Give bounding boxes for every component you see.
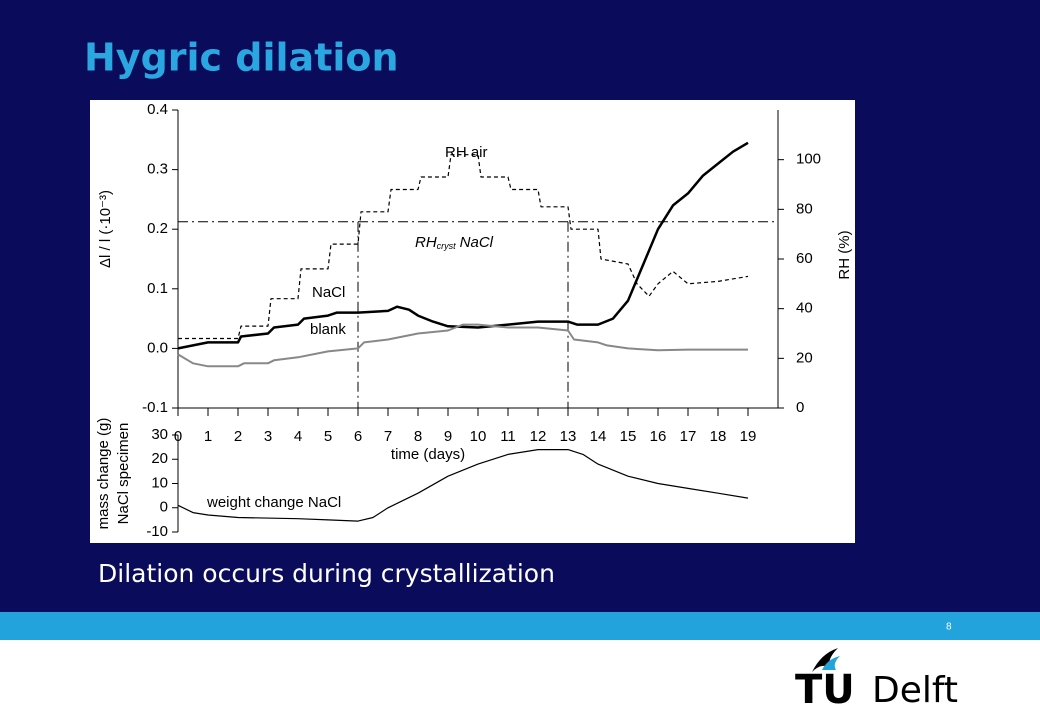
- x-tick-label: 17: [680, 428, 697, 445]
- logo-flame: [812, 648, 838, 672]
- y-tick-label: 0: [160, 499, 168, 516]
- logo-mark: TU: [795, 667, 855, 713]
- series-line: [177, 323, 748, 368]
- annotation-part: cryst: [437, 241, 456, 251]
- y2-axis-label: RH (%): [836, 230, 853, 279]
- y-tick-label: 20: [151, 450, 168, 467]
- y2-tick-label: 80: [796, 200, 813, 217]
- x-tick-label: 19: [740, 428, 757, 445]
- x-tick-label: 16: [650, 428, 667, 445]
- annotation: NaCl: [312, 284, 345, 301]
- x-tick-label: 13: [560, 428, 577, 445]
- logo: TU Delft: [795, 648, 958, 713]
- annotation: blank: [310, 321, 346, 338]
- band: [0, 612, 1040, 640]
- x-tick-label: 10: [470, 428, 487, 445]
- y-tick-label: 30: [151, 426, 168, 443]
- y-tick-label: 0.0: [147, 339, 168, 356]
- y-tick-label: 0.1: [147, 280, 168, 297]
- annotation: weight change NaCl: [206, 494, 341, 511]
- x-tick-label: 15: [620, 428, 637, 445]
- annotation: RHcryst NaCl: [415, 234, 494, 251]
- x-tick-label: 7: [384, 428, 392, 445]
- x-tick-label: 4: [294, 428, 302, 445]
- series-line: [178, 154, 749, 340]
- x-tick-label: 1: [204, 428, 212, 445]
- chart-panel: [90, 100, 855, 543]
- series-line: [177, 449, 749, 522]
- logo-flame-inner: [822, 656, 840, 670]
- x-tick-label: 14: [590, 428, 607, 445]
- y2-tick-label: 100: [796, 151, 821, 168]
- page-number: 8: [946, 622, 952, 633]
- slide-title: Hygric dilation: [84, 36, 399, 80]
- x-tick-label: 11: [500, 428, 516, 445]
- y-tick-label: 10: [151, 474, 168, 491]
- annotation-part: NaCl: [460, 234, 494, 251]
- x-tick-label: 2: [234, 428, 242, 445]
- annotation: RH air: [445, 144, 488, 161]
- x-tick-label: 12: [530, 428, 547, 445]
- y2-tick-label: 40: [796, 300, 813, 317]
- y-tick-label: -0.1: [142, 399, 168, 416]
- x-tick-label: 18: [710, 428, 727, 445]
- logo-name: Delft: [872, 670, 958, 711]
- y-axis-label: Δl / l (·10⁻³): [97, 190, 114, 268]
- x-tick-label: 8: [414, 428, 422, 445]
- x-axis-label: time (days): [391, 446, 465, 463]
- y-axis-label: mass change (g): [95, 418, 112, 530]
- x-tick-label: 9: [444, 428, 452, 445]
- y2-tick-label: 60: [796, 250, 813, 267]
- footer: [0, 640, 1040, 720]
- caption: Dilation occurs during crystallization: [98, 559, 555, 588]
- y-tick-label: 0.2: [147, 220, 168, 237]
- series-line: [177, 141, 749, 350]
- y-axis-label: NaCl specimen: [115, 423, 132, 525]
- y-tick-label: -10: [146, 523, 168, 540]
- y-tick-label: 0.4: [147, 101, 168, 118]
- x-tick-label: 3: [264, 428, 272, 445]
- y2-tick-label: 0: [796, 399, 804, 416]
- annotation-part: RH: [415, 234, 437, 251]
- x-tick-label: 6: [354, 428, 362, 445]
- y2-tick-label: 20: [796, 349, 813, 366]
- y-tick-label: 0.3: [147, 161, 168, 178]
- x-tick-label: 5: [324, 428, 332, 445]
